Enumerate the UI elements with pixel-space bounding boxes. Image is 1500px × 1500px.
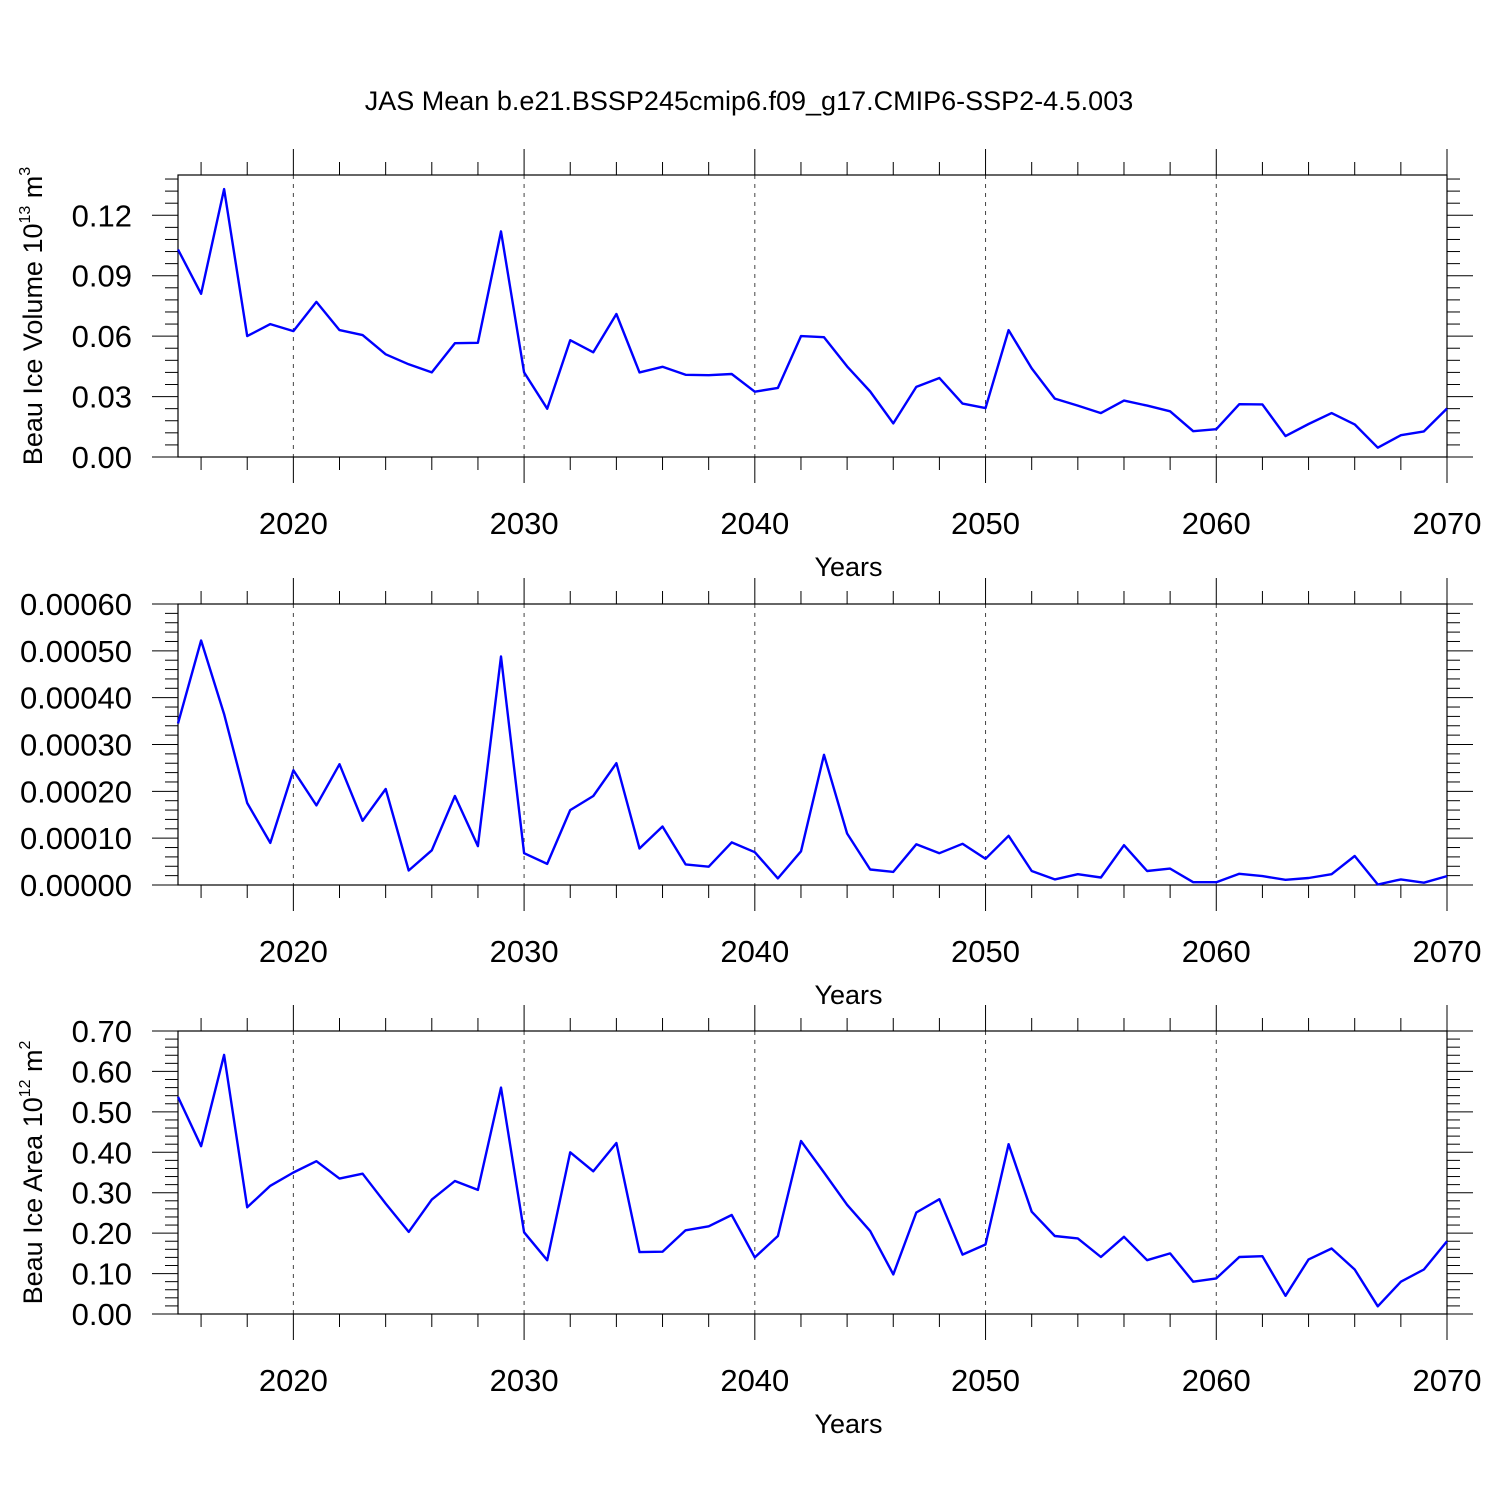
x-tick-label: 2060	[1182, 934, 1251, 969]
x-tick-label: 2050	[951, 506, 1020, 541]
y-tick-label: 0.70	[72, 1014, 132, 1049]
y-tick-label: 0.30	[72, 1176, 132, 1211]
x-tick-label: 2040	[720, 934, 789, 969]
y-tick-label: 0.10	[72, 1257, 132, 1292]
x-tick-label: 2050	[951, 1363, 1020, 1398]
series-line-ratio	[176, 639, 1448, 886]
y-tick-label: 0.00	[72, 440, 132, 475]
x-axis-label: Years	[814, 1409, 882, 1439]
x-tick-label: 2060	[1182, 1363, 1251, 1398]
x-tick-label: 2070	[1413, 1363, 1482, 1398]
plot-frame	[177, 603, 1448, 886]
panel-ratio: 2020 2030 2040 2050 2060 2070 0.00000 0.00010 0.…	[20, 578, 1482, 1010]
x-tick-label: 2050	[951, 934, 1020, 969]
x-tick-label: 2040	[720, 506, 789, 541]
x-tick-label: 2060	[1182, 506, 1251, 541]
y-tick-label: 0.06	[72, 319, 132, 354]
y-tick-label: 0.50	[72, 1095, 132, 1130]
x-tick-label: 2040	[720, 1363, 789, 1398]
x-tick-label: 2030	[490, 934, 559, 969]
y-tick-label: 0.20	[72, 1216, 132, 1251]
panels: 2020 2030 2040 2050 2060 2070 0.00 0.03 0.06 0.09…	[17, 149, 1481, 1439]
x-tick-label: 2070	[1413, 934, 1482, 969]
panel-volume: 2020 2030 2040 2050 2060 2070 0.00 0.03 0.06 0.09…	[17, 149, 1481, 582]
y-tick-label: 0.03	[72, 380, 132, 415]
series-line-area	[176, 1053, 1448, 1308]
y-tick-label: 0.09	[72, 259, 132, 294]
x-tick-label: 2070	[1413, 506, 1482, 541]
x-axis-label: Years	[814, 980, 882, 1010]
plot-frame	[177, 1030, 1448, 1315]
y-tick-label: 0.00030	[20, 728, 132, 763]
y-axis-label: Beau Ice Volume 1013 m3	[17, 167, 48, 465]
y-axis-label: Beau Ice Area 1012 m2	[17, 1040, 48, 1304]
x-tick-label: 2020	[259, 934, 328, 969]
y-tick-label: 0.00050	[20, 634, 132, 669]
x-tick-label: 2020	[259, 506, 328, 541]
y-tick-label: 0.00060	[20, 587, 132, 622]
x-tick-label: 2030	[490, 1363, 559, 1398]
chart-title: JAS Mean b.e21.BSSP245cmip6.f09_g17.CMIP…	[365, 86, 1133, 116]
y-tick-label: 0.12	[72, 198, 132, 233]
panel-area: 2020 2030 2040 2050 2060 2070 0.00 0.10 0.20 0.30…	[17, 1005, 1481, 1439]
y-tick-label: 0.00040	[20, 681, 132, 716]
y-tick-label: 0.00020	[20, 774, 132, 809]
y-tick-label: 0.00010	[20, 821, 132, 856]
x-tick-label: 2020	[259, 1363, 328, 1398]
y-tick-label: 0.60	[72, 1054, 132, 1089]
y-tick-label: 0.00000	[20, 868, 132, 903]
x-tick-label: 2030	[490, 506, 559, 541]
series-line-volume	[176, 187, 1448, 449]
y-tick-label: 0.00	[72, 1297, 132, 1332]
y-tick-label: 0.40	[72, 1135, 132, 1170]
plot-frame	[177, 174, 1448, 458]
x-axis-label: Years	[814, 552, 882, 582]
